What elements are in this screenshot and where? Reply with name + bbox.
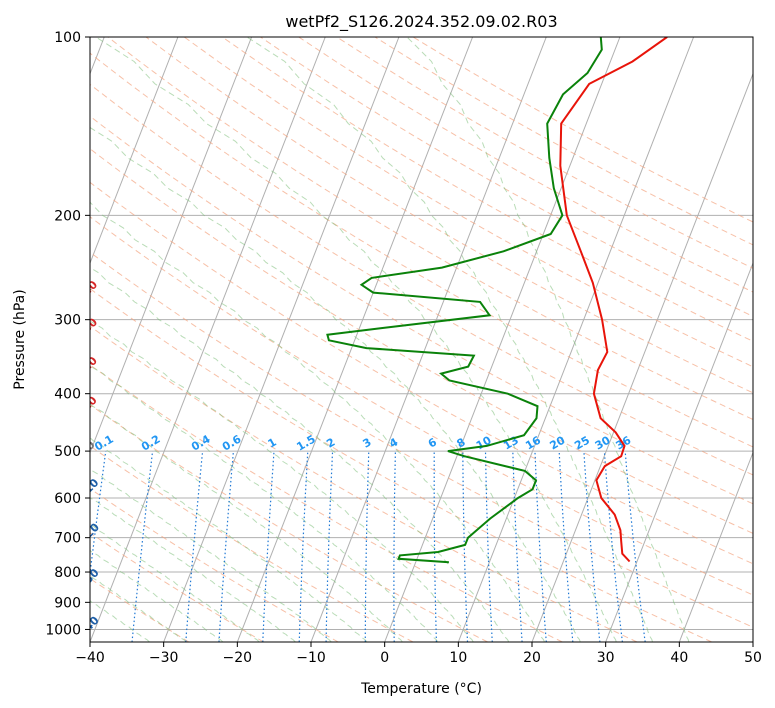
- x-tick-label: −40: [75, 650, 105, 666]
- dry-adiabat-label: 30: [80, 315, 100, 335]
- mixing-ratio-line: [185, 451, 204, 642]
- dry-adiabat-label: -10: [78, 476, 101, 499]
- moist-adiabat: [90, 574, 187, 642]
- dewpoint-line: [326, 37, 603, 564]
- x-tick-label: 20: [523, 650, 541, 666]
- x-tick-label: 30: [597, 650, 615, 666]
- dry-adiabat: [90, 251, 753, 628]
- y-tick-label: 400: [54, 387, 81, 403]
- dry-adiabat-label: -30: [78, 566, 101, 589]
- isotherm--40: [90, 37, 326, 642]
- isotherm-40: [678, 451, 753, 642]
- axes: −40 −30 −20 −10 0 10 20 30 40 5010020030040050060…: [45, 30, 762, 666]
- x-tick-label: 0: [380, 650, 389, 666]
- x-tick-label: 50: [744, 650, 762, 666]
- moist-adiabat: [406, 37, 690, 642]
- temperature-line: [559, 37, 668, 563]
- mixing-ratio-line: [624, 451, 646, 642]
- y-tick-label: 100: [54, 30, 81, 46]
- mixing-ratio-line: [558, 451, 574, 642]
- isotherm--60: [90, 37, 179, 265]
- moist-adiabat: [90, 523, 260, 642]
- x-tick-label: −10: [296, 650, 326, 666]
- x-tick-label: −30: [149, 650, 179, 666]
- dry-adiabat: [222, 37, 753, 342]
- dry-adiabat: [90, 325, 638, 642]
- y-tick-label: 900: [54, 595, 81, 611]
- isotherm--30: [163, 37, 400, 642]
- dry-adiabat-label: 20: [80, 354, 100, 374]
- moist-adiabat: [90, 549, 224, 642]
- chart-title: wetPf2_S126.2024.352.09.02.R03: [285, 12, 557, 32]
- mixing-ratio-line: [131, 451, 154, 642]
- y-tick-label: 500: [54, 444, 81, 460]
- y-tick-label: 300: [54, 313, 81, 329]
- moist-adiabat: [95, 37, 617, 642]
- dry-adiabat: [107, 37, 753, 421]
- mixing-ratio-line: [583, 451, 601, 642]
- dry-adiabat: [183, 37, 753, 368]
- dry-adiabat: [90, 52, 753, 448]
- y-tick-label: 700: [54, 531, 81, 547]
- dry-adiabat: [90, 83, 753, 476]
- moist-adiabat: [90, 320, 474, 642]
- moist-adiabat: [246, 37, 653, 642]
- y-axis-label: Pressure (hPa): [12, 289, 28, 389]
- y-tick-label: 200: [54, 208, 81, 224]
- dry-adiabat: [90, 216, 753, 596]
- dry-adiabat-label: 0: [83, 438, 98, 453]
- mixing-ratio-line: [90, 451, 107, 579]
- dry-adiabat-label: -40: [78, 614, 101, 637]
- isotherm--50: [90, 37, 253, 454]
- dry-adiabat: [90, 532, 264, 642]
- isotherm-20: [531, 72, 753, 642]
- isotherm-0: [384, 37, 621, 642]
- dry-adiabat-label: 10: [80, 393, 100, 413]
- x-axis-label: Temperature (°C): [360, 681, 482, 697]
- dry-adiabat: [90, 404, 488, 642]
- moist-adiabat: [90, 436, 368, 642]
- moist-adiabat: [90, 497, 296, 642]
- x-tick-label: 40: [670, 650, 688, 666]
- y-tick-label: 600: [54, 491, 81, 507]
- moist-adiabat: [90, 402, 403, 642]
- dry-adiabat: [90, 487, 339, 642]
- isotherm-10: [457, 37, 695, 642]
- isotherm-30: [605, 261, 753, 642]
- mixing-ratio-line: [603, 451, 623, 642]
- dry-adiabat: [90, 181, 753, 565]
- moist-adiabat: [90, 266, 510, 642]
- y-tick-label: 800: [54, 565, 81, 581]
- moist-adiabat: [90, 126, 581, 642]
- x-tick-label: 10: [449, 650, 467, 666]
- isotherm--20: [236, 37, 474, 642]
- plot-area: 0.1 0.2 0.4 0.6 1 1.5 2 3 4 6 8 10 13 16 20 25 30 36-40-3…: [78, 37, 753, 642]
- dry-adiabat: [90, 364, 563, 642]
- dry-adiabat: [90, 445, 414, 642]
- plot-frame: [89, 36, 754, 643]
- x-tick-label: −20: [223, 650, 253, 666]
- dry-adiabat-label: 40: [80, 278, 100, 298]
- y-tick-label: 1000: [45, 622, 81, 638]
- moist-adiabat: [90, 201, 545, 642]
